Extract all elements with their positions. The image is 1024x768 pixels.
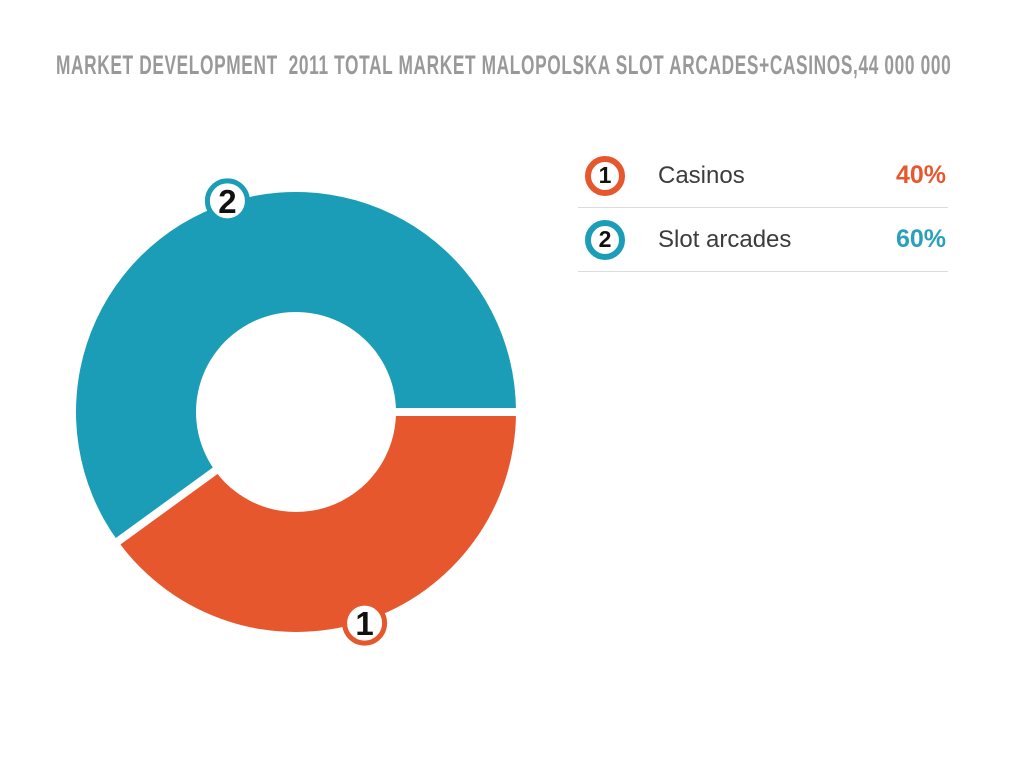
donut-marker-digit-1: 1	[355, 605, 373, 642]
donut-segment-slot-arcades	[75, 191, 516, 542]
donut-segment-casinos	[118, 412, 517, 632]
donut-marker-digit-2: 2	[218, 183, 236, 220]
legend-item-slot-arcades: 2 Slot arcades 60%	[578, 208, 948, 272]
donut-marker-1	[342, 600, 388, 646]
legend-item-casinos: 1 Casinos 40%	[578, 144, 948, 208]
legend-marker-2: 2	[585, 219, 625, 260]
donut-marker-2	[204, 178, 250, 224]
legend-marker-1: 1	[585, 155, 625, 196]
legend-label-casinos: Casinos	[658, 161, 745, 189]
legend-label-slot-arcades: Slot arcades	[658, 225, 792, 253]
chart-legend: 1 Casinos 40% 2 Slot arcades 60%	[578, 144, 948, 272]
legend-percent-slot-arcades: 60%	[895, 225, 946, 253]
chart-title: MARKET DEVELOPMENT 2011 TOTAL MARKET MAL…	[56, 50, 952, 80]
segment-separator	[107, 462, 224, 551]
legend-percent-casinos: 40%	[895, 161, 946, 189]
